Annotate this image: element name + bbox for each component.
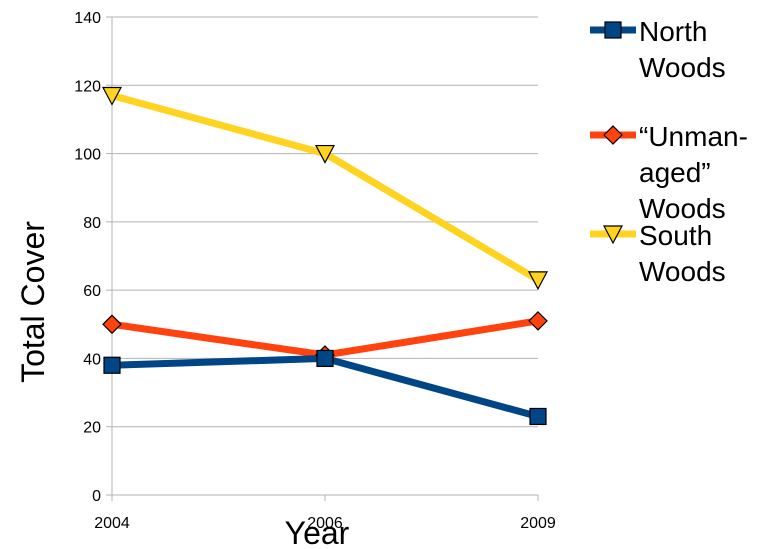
data-point-north-woods	[316, 349, 334, 368]
legend-swatch-marker	[603, 125, 623, 145]
y-tick-label: 80	[83, 215, 101, 232]
y-tick-label: 20	[83, 420, 101, 437]
y-tick-label: 140	[74, 10, 101, 27]
x-tick-label: 2009	[520, 515, 556, 532]
legend-entry-south-woods: South Woods	[590, 220, 726, 287]
y-tick-label: 120	[74, 78, 101, 95]
legend-label: aged”	[639, 157, 711, 188]
legend-swatch-marker	[604, 21, 622, 39]
legend-label: Woods	[639, 256, 726, 287]
x-tick-label: 2004	[94, 515, 130, 532]
data-point-south-woods	[528, 271, 548, 291]
series-line-north-woods	[111, 354, 539, 420]
legend-entry-unmanaged-woods: “Unman-aged” Woods	[590, 121, 748, 224]
legend-label: South	[639, 220, 712, 251]
x-tick-labels: 2004 2006 2009	[94, 495, 556, 532]
legend-label: Woods	[639, 193, 726, 224]
legend-label: “Unman-	[639, 121, 748, 152]
data-point-south-woods	[315, 144, 335, 164]
y-tick-labels: 0 20 40 60 80 100 120 140	[74, 10, 101, 505]
series-line-south-woods	[111, 92, 540, 283]
y-tick-label: 40	[83, 351, 101, 368]
data-point-north-woods	[529, 407, 547, 426]
y-tick-label: 60	[83, 283, 101, 300]
legend-swatch-marker	[603, 225, 623, 245]
data-point-north-woods	[103, 356, 121, 374]
legend-label: Woods	[639, 52, 726, 83]
x-tick-label: 2006	[307, 515, 343, 532]
series-lines	[111, 92, 540, 420]
data-point-unmanaged-woods	[528, 311, 548, 331]
series-markers	[102, 86, 548, 426]
legend-label: North	[639, 16, 707, 47]
y-tick-label: 0	[92, 488, 101, 505]
data-point-south-woods	[102, 86, 122, 106]
y-axis-title: Total Cover	[15, 221, 51, 383]
data-point-unmanaged-woods	[102, 314, 122, 335]
legend-entry-north-woods: North Woods	[590, 16, 726, 83]
x-axis-title: Year	[285, 515, 350, 549]
y-tick-label: 100	[74, 147, 101, 164]
grid-lines	[106, 16, 538, 496]
